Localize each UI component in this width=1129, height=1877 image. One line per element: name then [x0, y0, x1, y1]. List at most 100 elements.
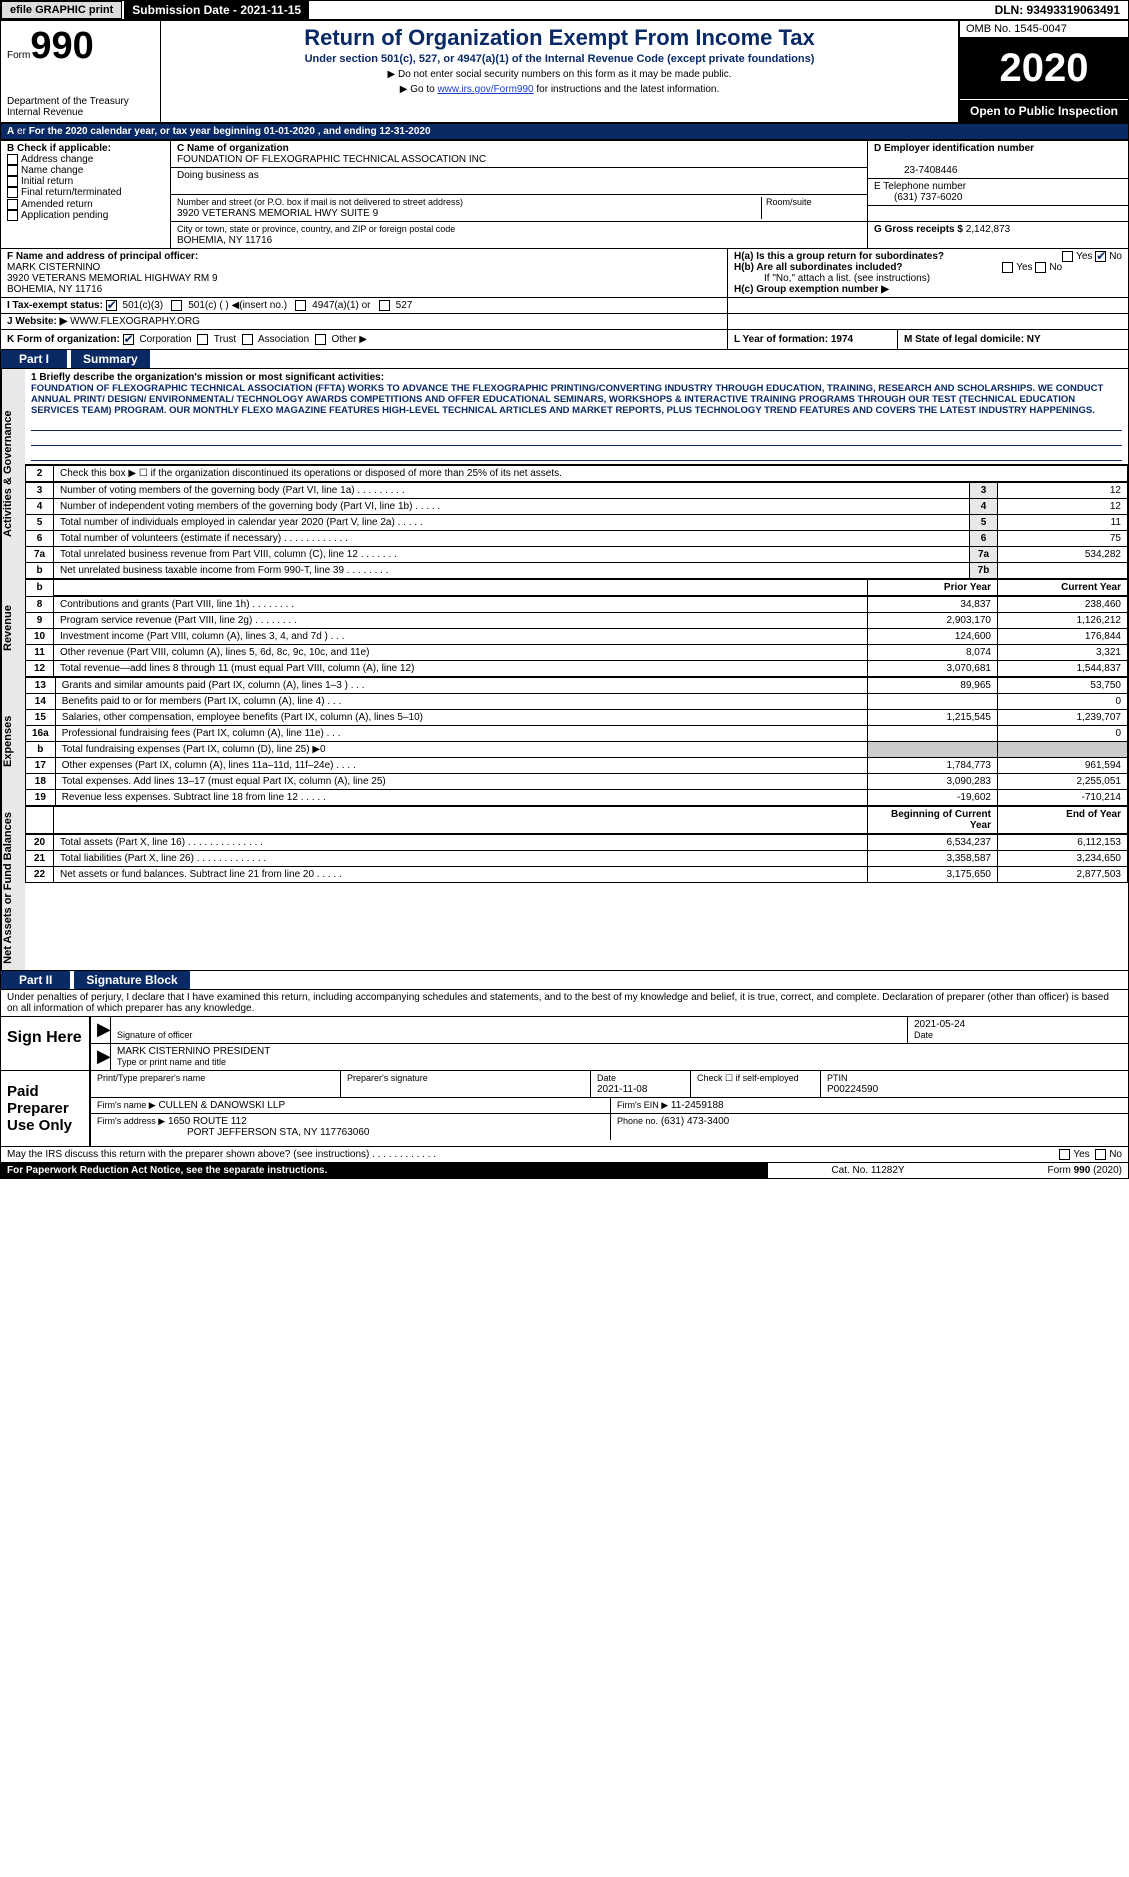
cb-527[interactable]: [379, 300, 390, 311]
sig-officer-label: Signature of officer: [117, 1030, 192, 1040]
cb-501c[interactable]: [171, 300, 182, 311]
city: BOHEMIA, NY 11716: [177, 235, 272, 246]
ag-table: 2Check this box ▶ ☐ if the organization …: [25, 465, 1128, 482]
prep-sig-label: Preparer's signature: [347, 1073, 428, 1083]
mission-block: 1 Briefly describe the organization's mi…: [25, 369, 1128, 465]
cb-other[interactable]: [315, 334, 326, 345]
entity-info-block: B Check if applicable: Address change Na…: [0, 140, 1129, 249]
discuss-text: May the IRS discuss this return with the…: [7, 1149, 1059, 1160]
part-i-revenue: Revenue bPrior YearCurrent Year 8Contrib…: [0, 579, 1129, 677]
officer-city: BOHEMIA, NY 11716: [7, 284, 102, 295]
page-footer: For Paperwork Reduction Act Notice, see …: [0, 1163, 1129, 1179]
open-public-label: Open to Public Inspection: [960, 99, 1128, 122]
part-i-header: Part I Summary: [0, 350, 1129, 369]
table-row: 9Program service revenue (Part VIII, lin…: [26, 613, 1128, 629]
dba-label: Doing business as: [177, 170, 259, 181]
irs-link[interactable]: www.irs.gov/Form990: [437, 84, 533, 95]
form-subtitle: Under section 501(c), 527, or 4947(a)(1)…: [167, 53, 952, 65]
cb-final-return[interactable]: Final return/terminated: [7, 187, 164, 198]
sig-name-title: MARK CISTERNINO PRESIDENT: [117, 1046, 270, 1057]
table-row: 20Total assets (Part X, line 16) . . . .…: [26, 835, 1128, 851]
table-row: 12Total revenue—add lines 8 through 11 (…: [26, 661, 1128, 677]
prep-date-label: Date: [597, 1073, 616, 1083]
table-row: 18Total expenses. Add lines 13–17 (must …: [26, 774, 1128, 790]
paid-preparer-label: Paid Preparer Use Only: [1, 1071, 91, 1146]
part-ii-label: Part II: [1, 971, 70, 989]
ha-no[interactable]: [1095, 251, 1106, 262]
firm-addr-label: Firm's address ▶: [97, 1116, 165, 1126]
box-b: B Check if applicable: Address change Na…: [1, 141, 171, 248]
cb-501c3[interactable]: [106, 300, 117, 311]
table-row: 6Total number of volunteers (estimate if…: [26, 531, 1128, 547]
table-row: 16aProfessional fundraising fees (Part I…: [26, 726, 1128, 742]
signature-block: Under penalties of perjury, I declare th…: [0, 990, 1129, 1147]
officer-label: F Name and address of principal officer:: [7, 251, 198, 262]
table-row: 3Number of voting members of the governi…: [26, 483, 1128, 499]
hb-yes[interactable]: [1002, 262, 1013, 273]
table-row: 7aTotal unrelated business revenue from …: [26, 547, 1128, 563]
officer-street: 3920 VETERANS MEMORIAL HIGHWAY RM 9: [7, 273, 218, 284]
hb-no[interactable]: [1035, 262, 1046, 273]
part-i-label: Part I: [1, 350, 67, 368]
tax-year: 2020: [960, 38, 1128, 99]
may-discuss-row: May the IRS discuss this return with the…: [0, 1147, 1129, 1163]
phone: (631) 473-3400: [661, 1116, 729, 1127]
firm-ein: 11-2459188: [671, 1100, 724, 1111]
form-org-label: K Form of organization:: [7, 334, 120, 345]
cb-application-pending[interactable]: Application pending: [7, 210, 164, 221]
org-name-label: C Name of organization: [177, 143, 289, 154]
firm-name: CULLEN & DANOWSKI LLP: [158, 1100, 285, 1111]
discuss-no[interactable]: [1095, 1149, 1106, 1160]
table-row: 10Investment income (Part VIII, column (…: [26, 629, 1128, 645]
expense-rows: 13Grants and similar amounts paid (Part …: [25, 677, 1128, 806]
box-b-label: B Check if applicable:: [7, 143, 111, 154]
form-label: Form: [7, 50, 30, 61]
cb-corporation[interactable]: [123, 334, 134, 345]
discuss-yes[interactable]: [1059, 1149, 1070, 1160]
hb-note: If "No," attach a list. (see instruction…: [734, 273, 1122, 284]
col-prior: Prior Year: [868, 580, 998, 596]
table-row: bTotal fundraising expenses (Part IX, co…: [26, 742, 1128, 758]
ptin-label: PTIN: [827, 1073, 848, 1083]
ha-yes[interactable]: [1062, 251, 1073, 262]
sig-name-title-label: Type or print name and title: [117, 1057, 226, 1067]
netassets-rows: 20Total assets (Part X, line 16) . . . .…: [25, 834, 1128, 883]
telephone-label: E Telephone number: [874, 181, 966, 192]
firm-addr1: 1650 ROUTE 112: [168, 1116, 247, 1127]
cat-number: Cat. No. 11282Y: [768, 1163, 968, 1178]
table-row: 19Revenue less expenses. Subtract line 1…: [26, 790, 1128, 806]
cb-name-change[interactable]: Name change: [7, 165, 164, 176]
sig-date: 2021-05-24: [914, 1019, 965, 1030]
ag-rows: 3Number of voting members of the governi…: [25, 482, 1128, 579]
ein-label: D Employer identification number: [874, 143, 1034, 154]
mission-label: 1 Briefly describe the organization's mi…: [31, 372, 384, 383]
efile-print-button[interactable]: efile GRAPHIC print: [1, 1, 122, 19]
top-bar: efile GRAPHIC print Submission Date - 20…: [0, 0, 1129, 20]
cb-amended-return[interactable]: Amended return: [7, 199, 164, 210]
part-i-title: Summary: [71, 350, 150, 368]
officer-name: MARK CISTERNINO: [7, 262, 100, 273]
box-f-h: F Name and address of principal officer:…: [0, 249, 1129, 298]
prep-date: 2021-11-08: [597, 1084, 647, 1095]
ha-label: H(a) Is this a group return for subordin…: [734, 251, 944, 262]
dln: DLN: 93493319063491: [987, 1, 1128, 19]
phone-label: Phone no.: [617, 1116, 658, 1126]
cb-4947[interactable]: [295, 300, 306, 311]
cb-address-change[interactable]: Address change: [7, 154, 164, 165]
table-row: bNet unrelated business taxable income f…: [26, 563, 1128, 579]
table-row: 22Net assets or fund balances. Subtract …: [26, 867, 1128, 883]
tax-status-label: I Tax-exempt status:: [7, 300, 103, 311]
header-right: OMB No. 1545-0047 2020 Open to Public In…: [958, 21, 1128, 122]
part-i-ag: Activities & Governance 1 Briefly descri…: [0, 369, 1129, 579]
cb-trust[interactable]: [197, 334, 208, 345]
room-label: Room/suite: [766, 197, 812, 207]
cb-association[interactable]: [242, 334, 253, 345]
gross-receipts-label: G Gross receipts $: [874, 224, 963, 235]
hc-label: H(c) Group exemption number ▶: [734, 284, 889, 295]
box-k: K Form of organization: Corporation Trus…: [1, 330, 728, 349]
revenue-rows: 8Contributions and grants (Part VIII, li…: [25, 596, 1128, 677]
cb-initial-return[interactable]: Initial return: [7, 176, 164, 187]
vlabel-netassets: Net Assets or Fund Balances: [1, 806, 25, 970]
part-ii-header: Part II Signature Block: [0, 971, 1129, 990]
hb-label: H(b) Are all subordinates included?: [734, 262, 903, 273]
